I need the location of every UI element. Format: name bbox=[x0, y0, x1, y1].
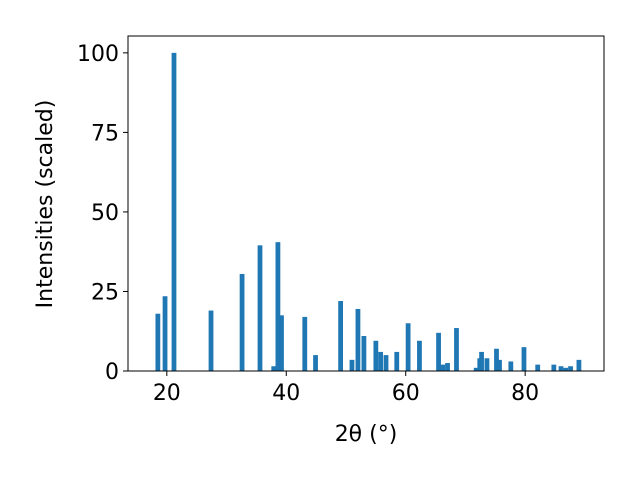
bar bbox=[355, 308, 361, 371]
bar bbox=[568, 366, 573, 371]
bar bbox=[497, 359, 502, 371]
bar bbox=[279, 315, 284, 371]
x-tick-label: 60 bbox=[392, 381, 420, 406]
bar bbox=[484, 358, 490, 371]
bar bbox=[405, 323, 411, 371]
bar bbox=[361, 336, 367, 371]
y-tick-label: 75 bbox=[91, 121, 119, 146]
bar bbox=[349, 359, 355, 371]
bar bbox=[155, 313, 161, 371]
x-tick-label: 40 bbox=[272, 381, 300, 406]
bar bbox=[162, 296, 168, 371]
bar bbox=[535, 364, 541, 371]
bar bbox=[454, 328, 459, 371]
bar bbox=[378, 351, 384, 371]
y-tick-label: 0 bbox=[105, 360, 119, 385]
bar bbox=[508, 361, 514, 371]
bar bbox=[563, 367, 569, 371]
bar bbox=[440, 364, 446, 371]
bar bbox=[257, 245, 263, 371]
y-tick-label: 100 bbox=[77, 42, 119, 67]
bar bbox=[445, 363, 450, 371]
x-tick-label: 20 bbox=[153, 381, 181, 406]
bar bbox=[494, 348, 499, 371]
bar bbox=[558, 366, 564, 371]
bar bbox=[436, 332, 441, 371]
bar bbox=[239, 273, 245, 371]
bar bbox=[373, 340, 379, 371]
bar bbox=[171, 52, 177, 371]
bar bbox=[521, 347, 527, 371]
bar bbox=[394, 351, 400, 371]
bar bbox=[383, 355, 389, 371]
plot-frame bbox=[127, 35, 605, 372]
bar bbox=[417, 340, 422, 371]
y-axis-label: Intensities (scaled) bbox=[33, 100, 58, 309]
bar bbox=[479, 351, 484, 371]
y-tick-label: 50 bbox=[91, 201, 119, 226]
bar bbox=[473, 367, 479, 371]
y-tick-label: 25 bbox=[91, 280, 119, 305]
bar bbox=[271, 366, 277, 371]
x-tick-label: 80 bbox=[511, 381, 539, 406]
bar bbox=[208, 310, 214, 371]
bar bbox=[551, 364, 557, 371]
x-axis-label: 2θ (°) bbox=[335, 422, 398, 447]
bar bbox=[302, 316, 308, 371]
bar bbox=[275, 242, 281, 371]
bar bbox=[576, 359, 582, 371]
bar bbox=[338, 301, 344, 371]
bar bbox=[313, 355, 318, 371]
